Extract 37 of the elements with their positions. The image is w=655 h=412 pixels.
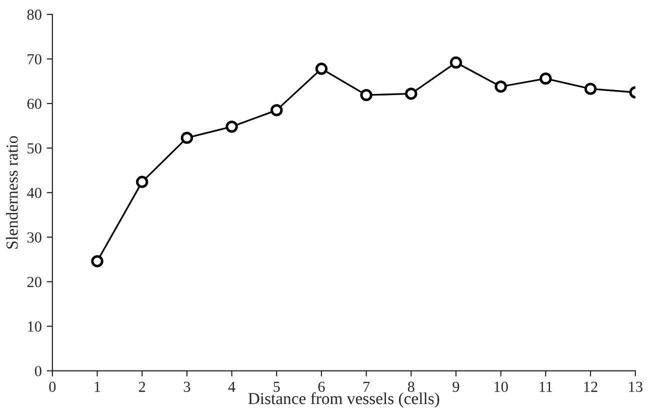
- x-tick-label: 13: [629, 382, 642, 392]
- x-axis-title: Distance from vessels (cells): [248, 392, 440, 408]
- x-tick-label: 6: [318, 382, 325, 392]
- x-tick-label: 11: [540, 382, 552, 392]
- x-tick-label: 12: [584, 382, 598, 392]
- point: [450, 56, 462, 69]
- y-tick-label: 40: [27, 188, 42, 198]
- y-tick-label: 80: [27, 10, 42, 20]
- y-tick-label: 60: [27, 98, 42, 109]
- point: [180, 132, 194, 144]
- x-tick-label: 10: [494, 382, 508, 392]
- y-axis-title: Slenderness ratio: [6, 136, 18, 249]
- y-tick-label: 0: [34, 366, 42, 376]
- point: [540, 72, 552, 85]
- x-tick-label: 8: [408, 382, 414, 392]
- x-tick-label: 0: [49, 382, 56, 392]
- x-tick-label: 9: [452, 382, 460, 392]
- y-tick-label: 70: [28, 54, 42, 64]
- point: [270, 104, 283, 116]
- point: [584, 82, 597, 95]
- x-tick-label: 3: [184, 382, 190, 392]
- point: [136, 176, 148, 188]
- point: [226, 120, 238, 133]
- y-tick-label: 30: [27, 232, 42, 243]
- x-tick-label: 1: [94, 382, 100, 392]
- x-tick-label: 2: [138, 382, 146, 392]
- x-tick-label: 4: [228, 382, 236, 392]
- point: [405, 88, 418, 100]
- x-tick-label: 7: [363, 382, 370, 392]
- point: [494, 80, 507, 93]
- point: [360, 88, 372, 102]
- x-tick-label: 5: [274, 382, 280, 392]
- y-tick-label: 10: [28, 321, 42, 332]
- y-tick-label: 20: [27, 276, 42, 288]
- point: [315, 62, 328, 75]
- point: [91, 255, 104, 268]
- y-tick-label: 50: [28, 143, 42, 154]
